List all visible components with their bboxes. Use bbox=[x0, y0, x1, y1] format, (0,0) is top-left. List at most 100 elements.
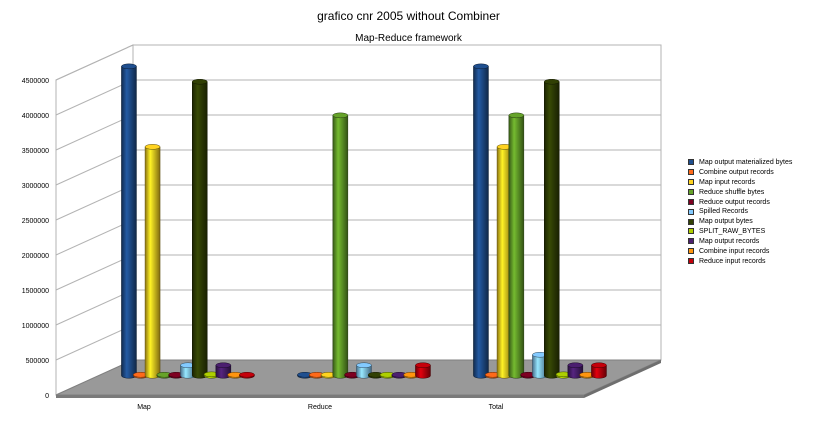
legend-item: SPLIT_RAW_BYTES bbox=[688, 227, 792, 237]
legend-label: Reduce output records bbox=[699, 198, 770, 206]
chart-walls bbox=[55, 44, 662, 396]
bar bbox=[591, 362, 607, 379]
bar-top bbox=[192, 79, 208, 85]
bar-body bbox=[544, 81, 560, 379]
legend-swatch bbox=[688, 218, 694, 225]
legend-item: Map output bytes bbox=[688, 217, 792, 227]
y-axis: 0 500000 1000000 1500000 2000000 2500000 30000… bbox=[22, 78, 49, 400]
x-tick-label: Map bbox=[137, 404, 151, 411]
bar-body bbox=[473, 66, 489, 379]
gridline-side bbox=[55, 79, 134, 116]
bar bbox=[403, 372, 419, 379]
legend-item: Reduce output records bbox=[688, 198, 792, 208]
legend-item: Map input records bbox=[688, 178, 792, 188]
gridline-side bbox=[55, 324, 134, 361]
legend-item: Reduce shuffle bytes bbox=[688, 188, 792, 198]
y-tick-label: 1000000 bbox=[22, 323, 49, 330]
legend-label: Combine input records bbox=[699, 248, 770, 256]
bar bbox=[485, 372, 501, 379]
legend-item: Reduce input records bbox=[688, 257, 792, 267]
legend-label: Reduce shuffle bytes bbox=[699, 188, 765, 196]
y-tick-label: 4500000 bbox=[22, 78, 49, 85]
legend-item: Combine input records bbox=[688, 247, 792, 257]
legend-label: Map output records bbox=[699, 238, 760, 246]
chart-title: grafico cnr 2005 without Combiner bbox=[317, 9, 500, 23]
gridline-side bbox=[55, 149, 134, 186]
floor-edge-side bbox=[584, 360, 661, 398]
bar-top bbox=[356, 362, 372, 368]
y-tick-label: 0 bbox=[45, 393, 49, 400]
bar-top bbox=[591, 362, 607, 368]
bar-body bbox=[121, 66, 137, 379]
legend-swatch bbox=[688, 188, 694, 195]
bar-top bbox=[544, 79, 560, 85]
bar bbox=[144, 144, 161, 379]
x-tick-label: Reduce bbox=[308, 404, 332, 411]
legend-swatch bbox=[688, 178, 694, 185]
gridline-side bbox=[55, 219, 134, 256]
bar-top bbox=[239, 372, 255, 378]
bar-body bbox=[508, 115, 525, 379]
y-tick-label: 3500000 bbox=[22, 148, 49, 155]
y-tick-label: 2500000 bbox=[22, 218, 49, 225]
legend-swatch bbox=[688, 198, 694, 205]
legend-item: Map output records bbox=[688, 237, 792, 247]
legend-label: Map output materialized bytes bbox=[699, 159, 793, 166]
bar bbox=[544, 79, 560, 379]
bar bbox=[180, 362, 196, 379]
bar bbox=[368, 372, 384, 379]
gridline-side bbox=[55, 289, 134, 326]
chart-subtitle: Map-Reduce framework bbox=[355, 33, 462, 44]
legend-swatch bbox=[688, 248, 694, 255]
chart-grid bbox=[55, 44, 661, 396]
bar-body bbox=[144, 146, 161, 379]
legend-swatch bbox=[688, 258, 694, 265]
gridline-side bbox=[55, 44, 134, 81]
bar bbox=[473, 63, 489, 379]
legend-swatch bbox=[688, 208, 694, 215]
legend-label: Spilled Records bbox=[699, 208, 749, 216]
legend-label: Combine output records bbox=[699, 168, 774, 176]
legend-item: Spilled Records bbox=[688, 207, 792, 217]
bar bbox=[121, 63, 137, 379]
bar-body bbox=[591, 365, 607, 379]
y-tick-label: 4000000 bbox=[22, 113, 49, 120]
legend-label: Map output bytes bbox=[699, 218, 753, 226]
y-tick-label: 3000000 bbox=[22, 183, 49, 190]
legend: Map output materialized bytes Combine out… bbox=[688, 158, 792, 267]
legend-item: Combine output records bbox=[688, 168, 792, 178]
bar bbox=[508, 112, 525, 379]
bar bbox=[579, 372, 595, 379]
legend-swatch bbox=[688, 169, 694, 176]
legend-label: Reduce input records bbox=[699, 257, 766, 265]
bar-body bbox=[332, 115, 349, 379]
bar-top bbox=[332, 112, 349, 119]
bar bbox=[332, 112, 349, 379]
bar-top bbox=[415, 362, 431, 368]
bar-body bbox=[415, 365, 431, 379]
legend-item: Map output materialized bytes bbox=[688, 158, 792, 168]
bar bbox=[239, 372, 255, 379]
bar-top bbox=[508, 112, 525, 119]
legend-label: Map input records bbox=[699, 178, 756, 186]
legend-label: SPLIT_RAW_BYTES bbox=[699, 228, 766, 236]
legend-swatch bbox=[688, 228, 694, 235]
gridline-side bbox=[55, 254, 134, 291]
gridline-side bbox=[55, 114, 134, 151]
y-tick-label: 500000 bbox=[26, 358, 49, 365]
bar bbox=[133, 372, 149, 379]
bar-top bbox=[144, 144, 161, 150]
legend-swatch bbox=[688, 159, 694, 166]
bar-top bbox=[567, 362, 584, 368]
bar-top bbox=[215, 362, 232, 368]
bar bbox=[415, 362, 431, 379]
bar-top bbox=[121, 63, 137, 70]
x-tick-label: Total bbox=[489, 404, 504, 411]
bar bbox=[567, 362, 584, 379]
bar bbox=[496, 144, 513, 379]
bar bbox=[203, 371, 220, 379]
y-tick-label: 1500000 bbox=[22, 288, 49, 295]
bar-body bbox=[192, 81, 208, 379]
bars bbox=[121, 63, 607, 379]
